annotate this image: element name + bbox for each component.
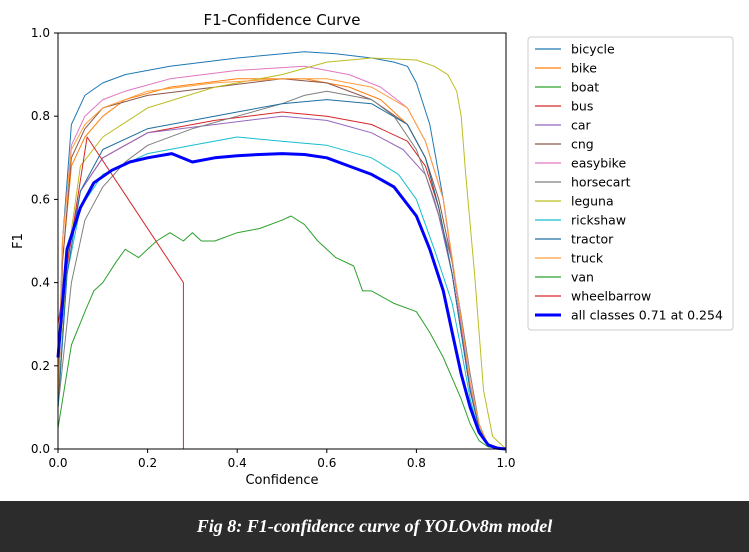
legend-label-truck: truck: [571, 251, 604, 266]
legend-label-leguna: leguna: [571, 194, 614, 209]
legend-label-tractor: tractor: [571, 232, 614, 247]
series-line-leguna: [57, 57, 507, 450]
legend-label-boat: boat: [571, 80, 599, 95]
plot-frame: [57, 32, 507, 450]
legend-label-easybike: easybike: [571, 156, 626, 171]
legend-label-bus: bus: [571, 99, 593, 114]
series-line-truck: [57, 78, 507, 450]
caption-bar: Fig 8: F1-confidence curve of YOLOv8m mo…: [0, 501, 749, 552]
y-tick-label: 0.0: [31, 442, 50, 456]
chart-title: F1-Confidence Curve: [204, 11, 361, 29]
series-line-tractor: [57, 99, 507, 450]
x-tick-label: 1.0: [496, 456, 515, 470]
x-tick-label: 0.2: [138, 456, 157, 470]
legend-label-all-classes-0-71-at-0-254: all classes 0.71 at 0.254: [571, 308, 723, 323]
y-tick-label: 1.0: [31, 26, 50, 40]
y-tick-label: 0.4: [31, 276, 50, 290]
y-axis-label: F1: [11, 233, 26, 249]
legend-label-bike: bike: [571, 61, 597, 76]
legend-label-van: van: [571, 270, 594, 285]
x-axis-ticks: 0.0 0.2 0.4 0.6 0.8 1.0: [48, 449, 516, 470]
legend-label-cng: cng: [571, 137, 594, 152]
legend-box: [527, 36, 734, 331]
x-tick-label: 0.6: [317, 456, 336, 470]
legend-label-wheelbarrow: wheelbarrow: [571, 289, 651, 304]
y-tick-label: 0.2: [31, 359, 50, 373]
legend-label-bicycle: bicycle: [571, 42, 615, 57]
legend-label-horsecart: horsecart: [571, 175, 631, 190]
series-line-all-classes-0-71-at-0-254: [56, 152, 507, 451]
figure-caption: Fig 8: F1-confidence curve of YOLOv8m mo…: [196, 516, 553, 536]
y-axis-ticks: 0.0 0.2 0.4 0.6 0.8 1.0: [31, 26, 58, 456]
y-tick-label: 0.6: [31, 192, 50, 206]
y-tick-label: 0.8: [31, 109, 50, 123]
series-line-rickshaw: [57, 136, 507, 450]
f1-confidence-chart: F1-Confidence Curve Confidence F1 0.0 0.2…: [11, 11, 734, 488]
x-tick-label: 0.4: [228, 456, 247, 470]
legend-label-car: car: [571, 118, 592, 133]
x-axis-label: Confidence: [245, 473, 318, 488]
x-tick-label: 0.8: [407, 456, 426, 470]
legend: bicycle bike boat bus car cng easybike horsecar…: [527, 36, 734, 331]
series-line-horsecart: [57, 90, 507, 450]
series-line-easybike: [57, 65, 507, 450]
series-line-van: [57, 215, 507, 450]
x-tick-label: 0.0: [48, 456, 67, 470]
legend-label-rickshaw: rickshaw: [571, 213, 626, 228]
